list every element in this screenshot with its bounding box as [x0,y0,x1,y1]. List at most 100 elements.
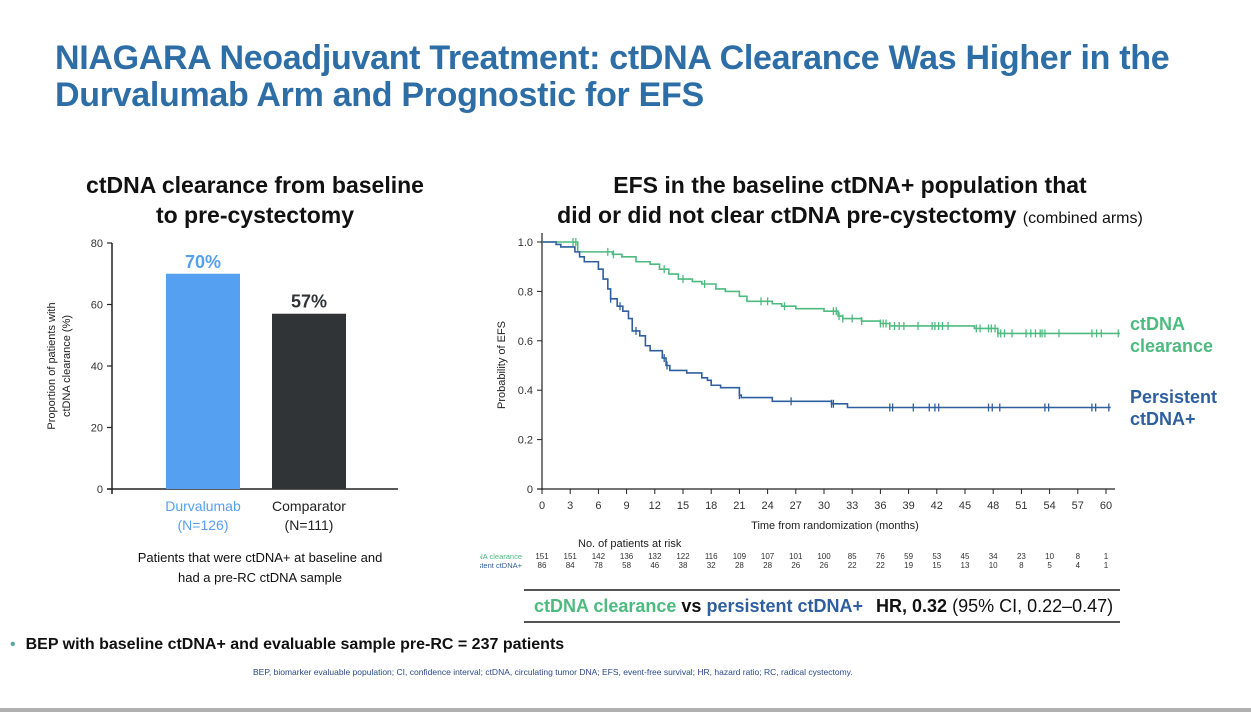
km-chart-title-line1: EFS in the baseline ctDNA+ population th… [613,172,1087,198]
km-x-tick-label: 48 [987,500,999,512]
risk-table-header: No. of patients at risk [578,538,682,550]
km-x-label: Time from randomization (months) [751,520,919,532]
km-x-tick-label: 33 [846,500,858,512]
km-x-tick-label: 18 [705,500,717,512]
bar-y-tick-label: 80 [91,238,103,250]
km-chart-title: EFS in the baseline ctDNA+ population th… [520,170,1180,234]
bar-y-tick-label: 0 [97,484,103,496]
km-x-tick-label: 54 [1043,500,1055,512]
km-curve-persistent [542,241,1111,409]
risk-count: 46 [650,561,659,570]
risk-count: 58 [622,561,631,570]
hr-group2: persistent ctDNA+ [706,596,864,616]
risk-count: 136 [620,552,634,561]
km-y-tick-label: 0.4 [518,385,533,397]
risk-count: 38 [679,561,688,570]
hr-label: HR, [876,596,907,616]
risk-count: 109 [733,552,747,561]
risk-row-label: Persistent ctDNA+ [480,561,523,570]
risk-count: 26 [791,561,800,570]
km-y-tick-label: 0 [527,484,533,496]
km-chart-title-line2-main: did or did not clear ctDNA pre-cystectom… [557,202,1017,228]
bar-value-label: 57% [291,292,327,312]
risk-count: 23 [1017,552,1026,561]
risk-count: 101 [789,552,803,561]
bar-chart: 0 20 40 60 80 Proportion of patients with ct… [46,238,398,533]
km-x-tick-label: 42 [931,500,943,512]
km-legend-label: clearance [1130,336,1213,356]
risk-count: 76 [876,552,885,561]
risk-count: 85 [848,552,857,561]
slide-title-line2: Durvalumab Arm and Prognostic for EFS [55,76,704,114]
bar-y-tick-label: 60 [91,300,103,312]
risk-count: 22 [876,561,885,570]
risk-count: 13 [961,561,970,570]
risk-count: 84 [566,561,575,570]
bar-note-line2: had a pre-RC ctDNA sample [177,570,342,585]
risk-count: 1 [1104,552,1109,561]
risk-count: 5 [1047,561,1052,570]
km-legend-label: ctDNA+ [1130,409,1196,429]
hr-value: 0.32 [912,596,948,616]
hr-result: HR, 0.32 (95% CI, 0.22–0.47) [876,591,1113,621]
risk-count: 32 [707,561,716,570]
slide-title-line1: NIAGARA Neoadjuvant Treatment: ctDNA Cle… [55,39,1170,77]
risk-count: 132 [648,552,662,561]
bar-comparator [272,313,346,489]
risk-count: 28 [763,561,772,570]
risk-count: 4 [1076,561,1081,570]
risk-count: 151 [564,552,578,561]
risk-count: 10 [1045,552,1054,561]
bar-note-line1: Patients that were ctDNA+ at baseline an… [137,550,383,565]
bar-y-tick-label: 40 [91,361,103,373]
risk-count: 142 [592,552,606,561]
km-chart: 00.20.40.60.81.0 0 3 6 9 12 15 18 21 24 27 30 33 36 3… [480,233,1217,570]
km-x-tick-label: 0 [539,500,545,512]
bar-chart-title: ctDNA clearance from baseline to pre-cys… [60,170,450,230]
km-y-tick-label: 0.2 [518,435,533,447]
bar-value-label: 70% [185,252,221,272]
risk-count: 116 [705,552,718,561]
bar-category-n: (N=111) [285,517,334,533]
risk-count: 34 [989,552,998,561]
hr-ci: (95% CI, 0.22–0.47) [952,596,1114,616]
km-y-tick-label: 0.6 [518,336,533,348]
bar-durvalumab [166,273,240,489]
km-x-tick-label: 30 [818,500,830,512]
risk-count: 122 [676,552,690,561]
km-x-tick-label: 39 [902,500,914,512]
risk-count: 10 [989,561,998,570]
km-chart-title-line2: did or did not clear ctDNA pre-cystectom… [520,200,1180,234]
bar-y-label-line2: ctDNA clearance (%) [61,315,73,417]
km-x-tick-label: 12 [649,500,661,512]
km-x-tick-label: 57 [1072,500,1084,512]
risk-count: 15 [932,561,941,570]
bar-y-label-line1: Proportion of patients with [46,302,58,429]
km-legend-label: Persistent [1130,387,1217,407]
km-x-tick-label: 9 [624,500,630,512]
risk-count: 19 [904,561,913,570]
km-x-tick-label: 24 [761,500,773,512]
slide-title: NIAGARA Neoadjuvant Treatment: ctDNA Cle… [55,39,1170,114]
hr-vs: vs [681,596,702,616]
risk-count: 100 [817,552,831,561]
risk-count: 107 [761,552,775,561]
km-x-tick-label: 15 [677,500,689,512]
bottom-divider [0,708,1251,712]
bullet-icon: • [10,636,16,653]
risk-count: 53 [932,552,941,561]
abbreviations-footnote: BEP, biomarker evaluable population; CI,… [253,667,853,677]
risk-count: 151 [535,552,549,561]
risk-count: 78 [594,561,603,570]
bar-category-label: Comparator [272,498,346,514]
risk-count: 59 [904,552,913,561]
bar-chart-title-line2: to pre-cystectomy [155,202,355,228]
km-x-tick-label: 36 [874,500,886,512]
km-x-tick-label: 51 [1015,500,1027,512]
risk-count: 28 [735,561,744,570]
km-chart-title-suffix: (combined arms) [1022,210,1143,227]
km-legend-label: ctDNA [1130,314,1185,334]
risk-count: 22 [848,561,857,570]
bar-category-label: Durvalumab [165,498,241,514]
km-y-label: Probability of EFS [496,321,508,409]
